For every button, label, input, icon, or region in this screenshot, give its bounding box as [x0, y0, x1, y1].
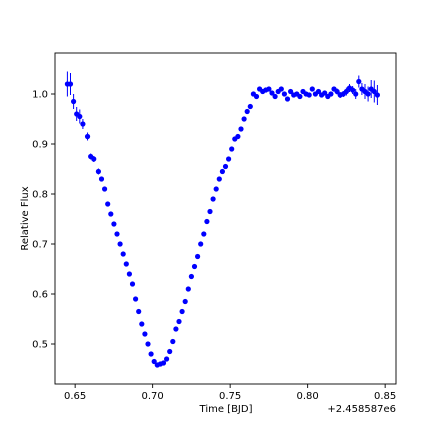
data-point	[328, 91, 334, 97]
data-point	[111, 221, 117, 227]
data-point	[278, 86, 284, 92]
y-tick-label: 0.8	[32, 190, 48, 201]
data-point	[151, 358, 157, 365]
y-axis-ticks: 0.5 0.6 0.7 0.8 0.9 1.0	[32, 90, 55, 351]
data-point	[284, 96, 291, 102]
data-point	[353, 91, 359, 97]
data-point	[133, 296, 139, 302]
x-tick-label: 0.85	[374, 391, 396, 402]
data-point	[114, 231, 120, 237]
data-point	[219, 168, 225, 175]
data-point	[216, 176, 222, 182]
data-point	[244, 108, 250, 115]
data-point	[91, 156, 97, 162]
data-point	[343, 88, 349, 95]
data-point	[350, 87, 356, 93]
data-point	[173, 326, 179, 332]
data-point	[176, 318, 182, 325]
data-point	[145, 341, 151, 347]
data-point	[235, 133, 241, 140]
data-point	[123, 261, 129, 267]
y-tick-label: 0.7	[32, 240, 48, 251]
x-tick-label: 0.65	[64, 391, 86, 402]
data-point	[170, 338, 176, 345]
data-point	[374, 92, 380, 98]
data-point	[266, 86, 272, 92]
data-point	[185, 286, 191, 292]
x-tick-label: 0.75	[219, 391, 241, 402]
x-axis-label: Time [BJD]	[199, 404, 253, 415]
data-marks	[64, 71, 380, 368]
plot-area	[55, 53, 396, 384]
data-point	[71, 98, 77, 105]
data-point	[198, 241, 204, 247]
x-axis-ticks: 0.65 0.70 0.75 0.80 0.85	[64, 384, 396, 402]
data-point	[322, 90, 328, 96]
data-point	[334, 88, 340, 95]
data-point	[238, 126, 244, 132]
data-point	[241, 116, 247, 122]
data-point	[142, 331, 148, 337]
data-point	[226, 156, 232, 162]
y-tick-label: 0.9	[32, 140, 48, 151]
data-point	[167, 348, 173, 355]
data-point	[207, 208, 213, 215]
x-tick-label: 0.80	[297, 391, 319, 402]
x-axis-offset: +2.458587e6	[327, 404, 396, 415]
data-point	[288, 88, 294, 95]
data-point	[210, 196, 216, 202]
y-tick-label: 0.5	[32, 340, 48, 351]
x-tick-label: 0.70	[142, 391, 164, 402]
data-point	[105, 201, 111, 207]
data-point	[371, 88, 377, 95]
data-point	[309, 86, 315, 92]
data-point	[201, 231, 207, 237]
data-point	[164, 356, 170, 362]
data-point	[191, 263, 198, 270]
data-point	[120, 251, 126, 257]
data-point	[229, 146, 235, 152]
data-point	[148, 351, 154, 357]
data-point	[222, 163, 229, 170]
data-point	[315, 88, 322, 95]
y-tick-label: 1.0	[32, 90, 48, 101]
data-point	[67, 81, 74, 87]
data-point	[247, 103, 253, 110]
data-point	[84, 133, 91, 140]
data-point	[272, 93, 278, 100]
axes-frame	[54, 52, 397, 385]
data-point	[253, 93, 260, 100]
data-point	[102, 186, 108, 192]
data-point	[182, 298, 188, 305]
data-point	[213, 186, 219, 192]
data-point	[126, 271, 132, 277]
y-tick-label: 0.6	[32, 290, 48, 301]
data-point	[179, 308, 185, 315]
data-point	[108, 211, 114, 217]
data-point	[306, 92, 312, 98]
data-point	[136, 308, 142, 315]
data-point	[195, 253, 201, 260]
data-point	[297, 93, 303, 100]
data-point	[281, 91, 287, 97]
data-point	[160, 360, 167, 366]
data-point	[129, 281, 136, 287]
data-point	[356, 78, 362, 85]
data-point	[95, 168, 101, 175]
data-point	[117, 241, 123, 247]
data-point	[98, 176, 105, 182]
data-point	[204, 218, 210, 225]
data-point	[139, 321, 145, 327]
y-axis-label: Relative Flux	[20, 186, 31, 250]
data-point	[80, 121, 86, 127]
data-point	[365, 91, 371, 97]
data-point	[188, 273, 194, 280]
data-point	[77, 113, 83, 120]
data-point	[269, 90, 275, 96]
